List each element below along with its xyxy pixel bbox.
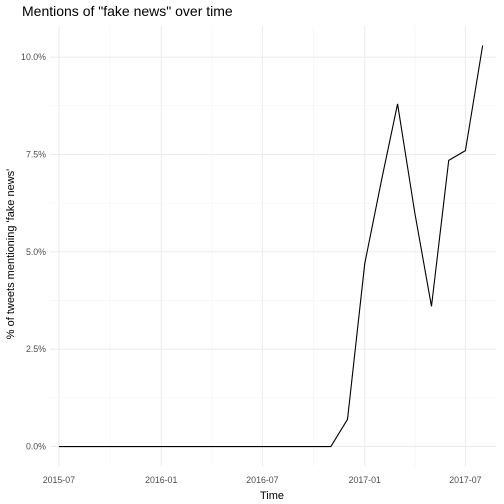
series-line — [58, 45, 484, 448]
x-tick-label: 2015-07 — [43, 475, 75, 485]
y-tick-label: 0.0% — [26, 442, 46, 452]
grid — [50, 26, 496, 466]
x-axis-ticks: 2015-07 2016-01 2016-07 2017-01 2017-07 — [43, 475, 482, 485]
y-axis-ticks: 0.0% 2.5% 5.0% 7.5% 10.0% — [21, 52, 46, 451]
y-tick-label: 2.5% — [26, 344, 46, 354]
y-tick-label: 5.0% — [26, 247, 46, 257]
y-tick-label: 10.0% — [21, 52, 46, 62]
x-tick-label: 2016-07 — [246, 475, 278, 485]
y-axis-label: % of tweets mentioning 'fake news' — [5, 169, 17, 340]
series-group — [58, 45, 484, 448]
chart-title: Mentions of "fake news" over time — [22, 3, 233, 19]
x-tick-label: 2017-07 — [449, 475, 481, 485]
y-tick-label: 7.5% — [26, 149, 46, 159]
x-axis-label: Time — [260, 490, 284, 502]
x-tick-label: 2016-01 — [145, 475, 177, 485]
x-tick-label: 2017-01 — [349, 475, 381, 485]
